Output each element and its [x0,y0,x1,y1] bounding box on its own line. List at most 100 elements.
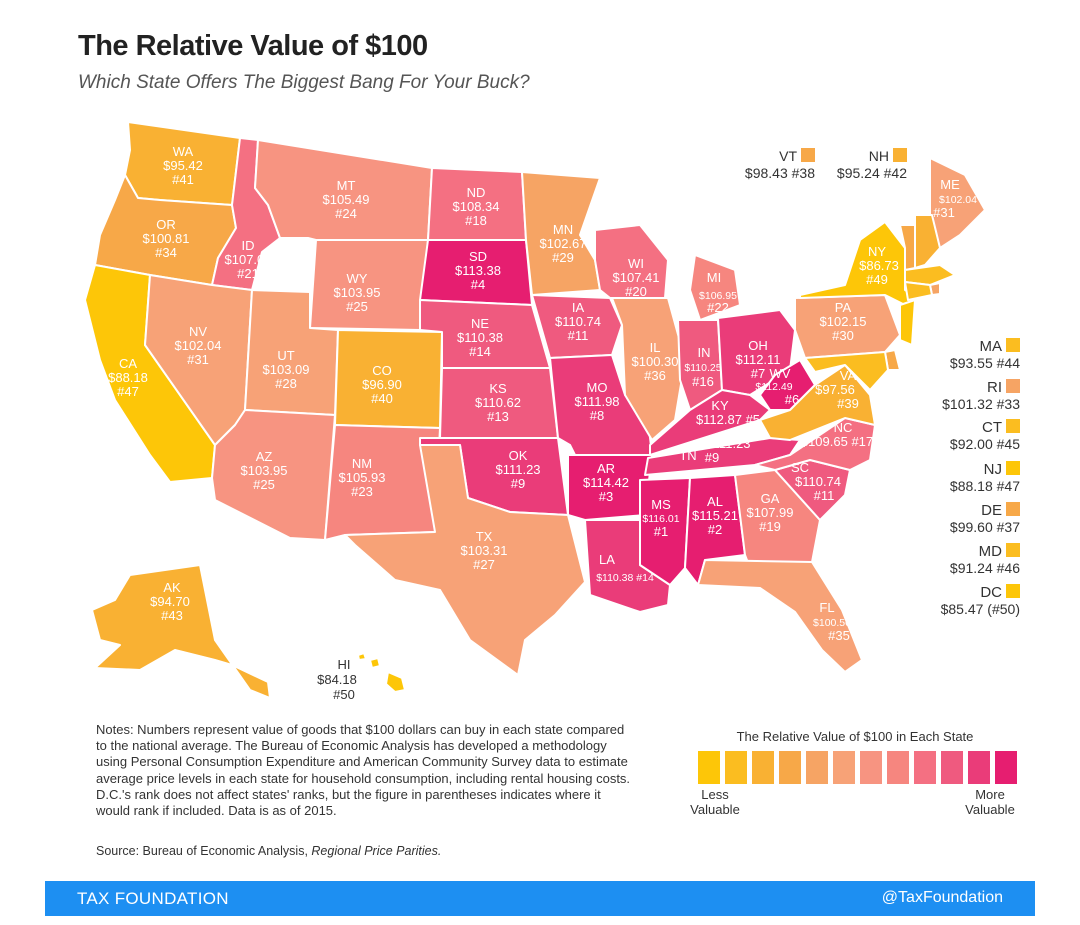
swatch-DC [1006,584,1020,598]
label-TX-rank: #27 [473,557,495,572]
label-IL-name: IL [650,340,661,355]
legend-swatch-7 [860,751,882,784]
page-title: The Relative Value of $100 [78,30,428,62]
state-KY[interactable] [649,389,771,456]
swatch-CT [1006,419,1020,433]
label-NY-rank: #49 [866,272,888,287]
label-ND-name: ND [467,185,486,200]
label-VA-rank: #39 [837,396,859,411]
label-ME-value: $102.04 [939,194,977,206]
label-PA-value: $102.15 [820,314,867,329]
legend-low-line1: Less [701,787,729,802]
state-AR[interactable] [567,454,653,521]
callout-DC: DC $85.47 (#50) [900,584,1020,618]
label-IN-value: $110.25 [684,362,721,374]
swatch-MD [1006,543,1020,557]
label-SD-name: SD [469,249,487,264]
label-AZ-rank: #25 [253,477,275,492]
state-NY[interactable] [799,221,919,306]
label-MO-value: $111.98 [574,394,619,409]
label-PA-rank: #30 [832,328,854,343]
state-HI-3[interactable] [357,652,367,661]
label-MT-name: MT [337,178,356,193]
state-MI[interactable] [689,254,741,321]
label-WA-rank: #41 [172,172,194,187]
label-IA-rank: #11 [568,328,589,343]
label-AK-rank: #43 [161,608,183,623]
label-IN-name: IN [698,345,711,360]
label-CO-name: CO [372,363,392,378]
legend-swatch-9 [914,751,936,784]
callout-MD: MD $91.24 #46 [900,543,1020,577]
label-AR-rank: #3 [599,489,613,504]
label-TX-name: TX [476,529,493,544]
label-NM-rank: #23 [351,484,373,499]
swatch-VT [801,148,815,162]
legend-swatch-6 [833,751,855,784]
state-FL[interactable] [697,559,863,673]
legend-swatch-10 [941,751,963,784]
callout-NH: NH $95.24 #42 [822,148,907,182]
label-NE-rank: #14 [469,344,491,359]
state-NJ[interactable] [899,299,916,346]
label-HI-name: HI [338,657,351,672]
footer-bar: TAX FOUNDATION @TaxFoundation [45,881,1035,916]
label-OR-rank: #34 [155,245,177,260]
label-AK-value: $94.70 [150,594,190,609]
label-MS-value: $116.01 [642,513,679,525]
label-GA-rank: #19 [759,519,781,534]
label-SC-value: $110.74 [795,474,841,489]
label-ND-rank: #18 [465,213,487,228]
label-KY-value: $112.87 #5 [696,412,760,427]
state-VA[interactable] [759,364,876,441]
state-AK[interactable] [91,564,271,699]
swatch-DE [1006,502,1020,516]
callout-MD-name: MD [978,543,1002,560]
label-OH-name: OH [748,338,768,353]
label-WY-name: WY [347,271,368,286]
label-UT-value: $103.09 [263,362,310,377]
label-NC-value: $109.65 #17 [801,434,873,449]
label-NV-name: NV [189,324,207,339]
label-AZ-value: $103.95 [241,463,288,478]
label-HI-value: $84.18 [317,672,357,687]
footer-handle[interactable]: @TaxFoundation [881,889,1003,906]
label-ID-name: ID [242,238,255,253]
callout-VT-value: $98.43 #38 [744,165,815,181]
state-TX[interactable] [344,444,586,676]
state-CT[interactable] [904,281,933,301]
label-OK-name: OK [509,448,528,463]
label-WV-rank: #6 [785,392,799,407]
label-MN-rank: #29 [552,250,574,265]
label-WV-value: $112.49 [755,381,792,393]
label-SD-rank: #4 [471,277,485,292]
state-MS[interactable] [639,477,691,586]
label-WY-value: $103.95 [334,285,381,300]
callout-DC-name: DC [980,584,1002,601]
state-MA[interactable] [904,264,956,286]
legend-swatch-1 [698,751,720,784]
page-subtitle: Which State Offers The Biggest Bang For … [78,72,530,93]
state-NH[interactable] [914,214,941,269]
legend-swatch-3 [752,751,774,784]
label-WI-value: $107.41 [613,270,660,285]
label-MI-value: $106.95 [699,290,737,302]
label-PA-name: PA [835,300,852,315]
legend-swatch-8 [887,751,909,784]
state-HI-2[interactable] [369,657,381,669]
state-IL[interactable] [611,297,686,441]
label-SD-value: $113.38 [455,263,501,278]
callout-RI-name: RI [987,379,1002,396]
callout-VT-name: VT [779,148,797,164]
label-WI-rank: #20 [625,284,647,299]
legend-swatch-11 [968,751,990,784]
state-HI-1[interactable] [385,671,406,693]
label-SC-name: SC [791,460,809,475]
footer-org[interactable]: TAX FOUNDATION [77,889,229,908]
label-NM-value: $105.93 [339,470,386,485]
label-AR-name: AR [597,461,615,476]
state-MD[interactable] [804,351,889,391]
state-IA[interactable] [531,294,623,359]
swatch-NJ [1006,461,1020,475]
